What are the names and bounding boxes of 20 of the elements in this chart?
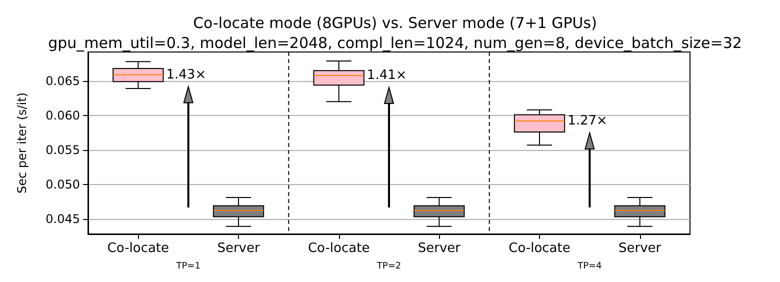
y-tick-label: 0.065 — [46, 74, 80, 88]
chart-subtitle: gpu_mem_util=0.3, model_len=2048, compl_len=1024, num_gen=8, device_batch_size=32 — [48, 34, 742, 52]
y-tick-label: 0.060 — [46, 108, 80, 122]
annotation: 1.27× — [568, 113, 608, 128]
text: TP=4 — [576, 262, 602, 272]
y-tick-label: 0.050 — [46, 177, 80, 192]
y-tick-label: 0.055 — [46, 142, 80, 157]
y-axis-title: Sec per iter (s/it) — [15, 92, 29, 194]
text: TP=2 — [376, 262, 402, 272]
x-tick-label: Co-locate — [508, 241, 570, 256]
x-tick-label: Server — [418, 241, 462, 256]
x-tick-label: Server — [618, 241, 662, 256]
x-tick-label: Co-locate — [308, 241, 370, 256]
annotation: 1.43× — [166, 67, 206, 82]
y-tick-label: 0.045 — [46, 212, 80, 226]
annotation: 1.41× — [366, 68, 407, 83]
x-tick-label: Co-locate — [107, 241, 170, 256]
chart-title: Co-locate mode (8GPUs) vs. Server mode (7+1 GPUs) — [193, 14, 597, 32]
text: TP=1 — [175, 262, 200, 272]
x-tick-label: Server — [217, 241, 260, 256]
